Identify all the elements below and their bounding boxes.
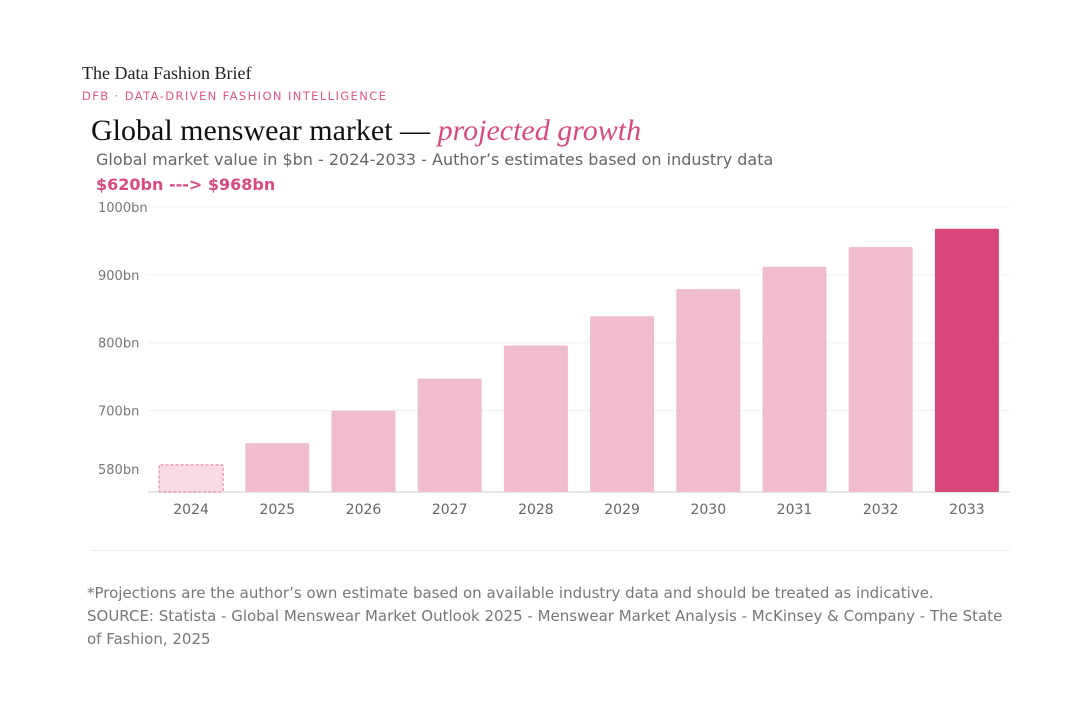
x-tick-label: 2029 — [604, 502, 640, 518]
x-tick-label: 2028 — [518, 502, 554, 518]
divider — [91, 550, 1010, 551]
y-tick-label: 580bn — [98, 463, 139, 478]
bar-2028 — [503, 345, 568, 492]
y-tick-label: 700bn — [98, 405, 139, 420]
bar-2024 — [158, 464, 224, 493]
bar-2030 — [676, 289, 741, 492]
bar-chart: 580bn 700bn 800bn 900bn 1000bn 2024 2025 2026 20… — [98, 201, 1010, 518]
bar-2033 — [934, 228, 999, 492]
x-tick-label: 2024 — [173, 502, 209, 518]
brand-name: The Data Fashion Brief — [82, 63, 252, 83]
footnote-note: *Projections are the author’s own estima… — [87, 584, 934, 602]
bar-2026 — [331, 410, 396, 492]
footnote: *Projections are the author’s own estima… — [87, 582, 1017, 651]
growth-highlight: $620bn ---> $968bn — [96, 175, 276, 194]
bar-2027 — [417, 378, 482, 492]
bar-2029 — [590, 316, 655, 492]
footnote-source: SOURCE: Statista - Global Menswear Marke… — [87, 607, 1003, 648]
x-tick-label: 2027 — [432, 502, 468, 518]
chart-subtitle: Global market value in $bn - 2024-2033 -… — [96, 150, 774, 169]
bar-2032 — [848, 247, 913, 492]
bar-2031 — [762, 266, 827, 492]
x-tick-label: 2031 — [777, 502, 813, 518]
y-tick-label: 900bn — [98, 269, 139, 284]
y-tick-label: 1000bn — [98, 201, 148, 216]
tagline: DFB · DATA-DRIVEN FASHION INTELLIGENCE — [82, 89, 388, 103]
x-tick-label: 2030 — [690, 502, 726, 518]
x-tick-label: 2025 — [259, 502, 295, 518]
y-tick-label: 800bn — [98, 337, 139, 352]
title-main: Global menswear market — — [91, 114, 438, 147]
bar-2025 — [245, 443, 310, 492]
chart-title: Global menswear market — projected growt… — [91, 114, 641, 148]
x-tick-label: 2026 — [346, 502, 382, 518]
x-tick-label: 2033 — [949, 502, 985, 518]
title-emphasis: projected growth — [437, 114, 642, 147]
x-tick-label: 2032 — [863, 502, 899, 518]
